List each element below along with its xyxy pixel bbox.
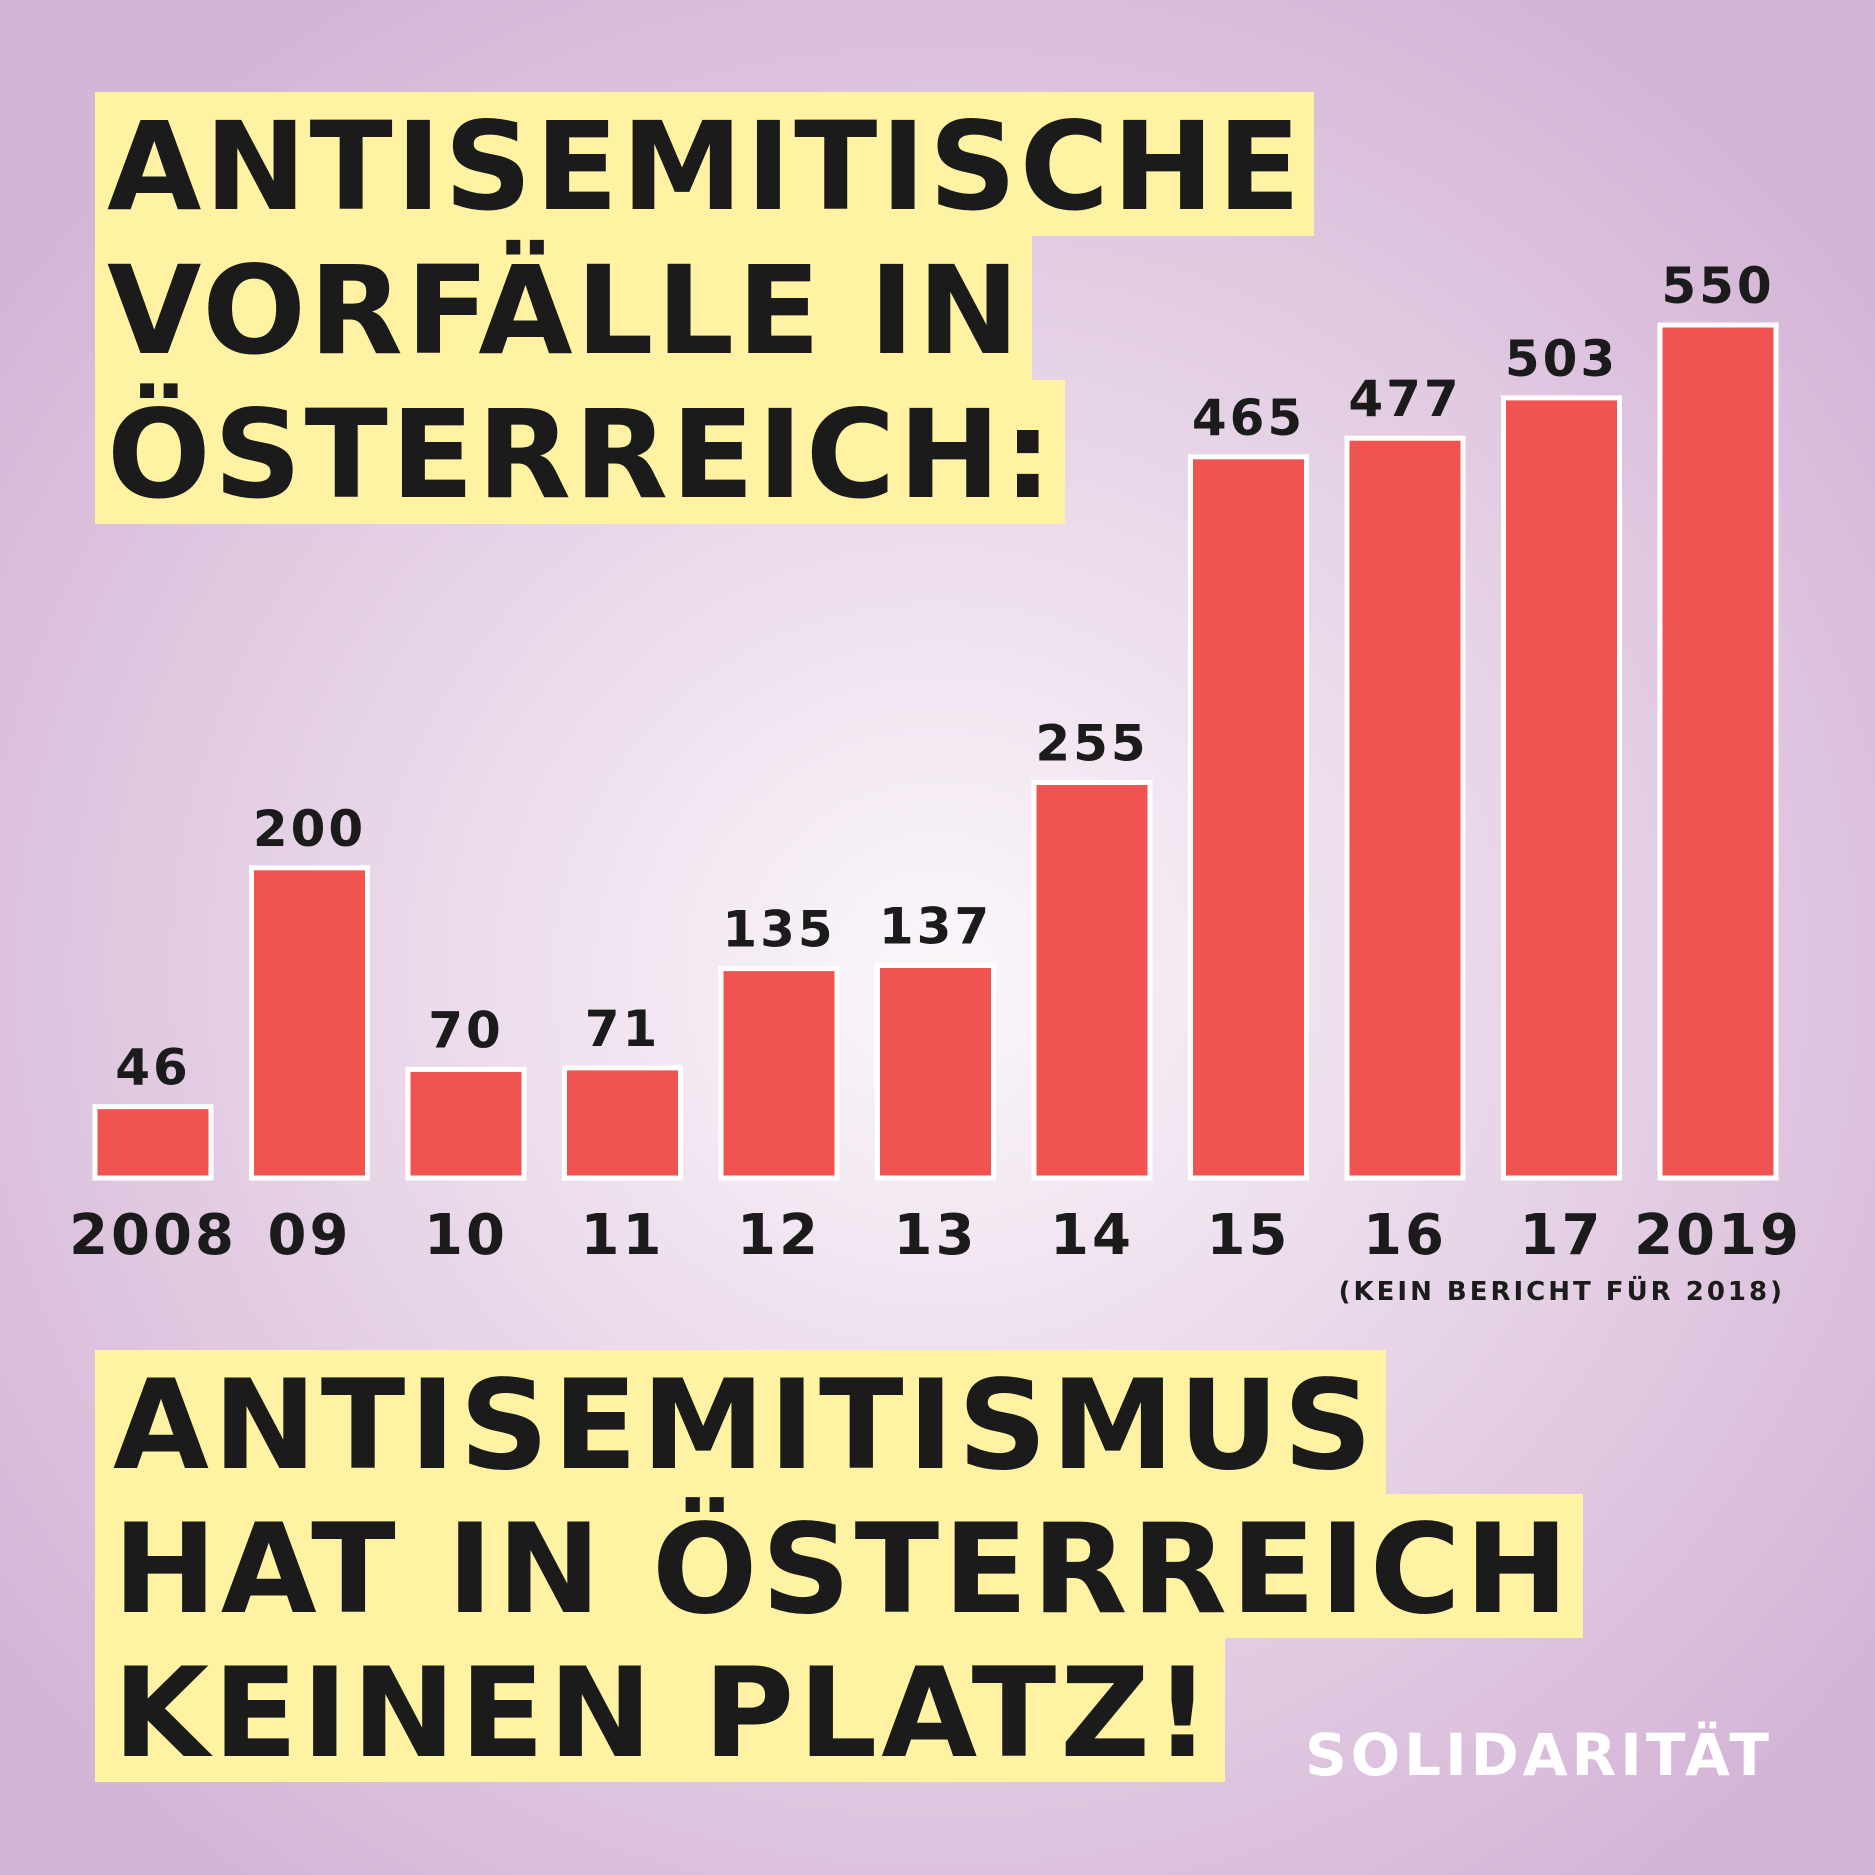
chart-note: (KEIN BERICHT FÜR 2018) (1339, 1274, 1785, 1307)
x-tick-label-14: 14 (1050, 1203, 1134, 1268)
data-label-11: 71 (585, 1000, 661, 1058)
x-tick-label-2008: 2008 (69, 1203, 237, 1268)
bar-2008 (92, 1104, 214, 1181)
data-label-09: 200 (253, 800, 366, 858)
x-tick-label-2019: 2019 (1634, 1203, 1802, 1268)
bar-11 (562, 1065, 683, 1181)
x-tick-label-11: 11 (581, 1203, 665, 1268)
data-label-2008: 46 (115, 1039, 191, 1097)
bar-10 (405, 1066, 527, 1181)
x-tick-label-09: 09 (268, 1203, 352, 1268)
x-tick-label-10: 10 (424, 1203, 508, 1268)
title-line-2: VORFÄLLE IN (95, 236, 1033, 380)
bar-2019 (1657, 322, 1779, 1181)
data-label-2019: 550 (1661, 257, 1774, 315)
data-label-17: 503 (1505, 330, 1618, 388)
data-label-14: 255 (1035, 715, 1148, 773)
data-label-13: 137 (879, 898, 992, 956)
x-tick-label-13: 13 (894, 1203, 978, 1268)
x-tick-label-17: 17 (1520, 1203, 1604, 1268)
title-line-3: ÖSTERREICH: (95, 380, 1066, 524)
slogan-line-1: ANTISEMITISMUS (95, 1350, 1387, 1494)
bar-13 (875, 963, 996, 1181)
solidaritaet-logo: SOLIDARITÄT (1305, 1721, 1773, 1789)
bar-17 (1501, 395, 1622, 1181)
bar-16 (1344, 435, 1466, 1181)
data-label-16: 477 (1348, 370, 1461, 428)
bar-14 (1031, 780, 1153, 1181)
bar-12 (718, 966, 840, 1181)
data-label-10: 70 (428, 1001, 504, 1059)
title-line-1: ANTISEMITISCHE (95, 92, 1314, 236)
x-tick-label-16: 16 (1363, 1203, 1447, 1268)
data-label-12: 135 (722, 901, 835, 959)
x-tick-label-15: 15 (1207, 1203, 1291, 1268)
bar-09 (249, 865, 370, 1181)
x-tick-label-12: 12 (737, 1203, 821, 1268)
slogan-line-3: KEINEN PLATZ! (95, 1638, 1225, 1782)
slogan-line-2: HAT IN ÖSTERREICH (95, 1494, 1583, 1638)
data-label-15: 465 (1192, 389, 1305, 447)
bar-15 (1188, 454, 1309, 1181)
